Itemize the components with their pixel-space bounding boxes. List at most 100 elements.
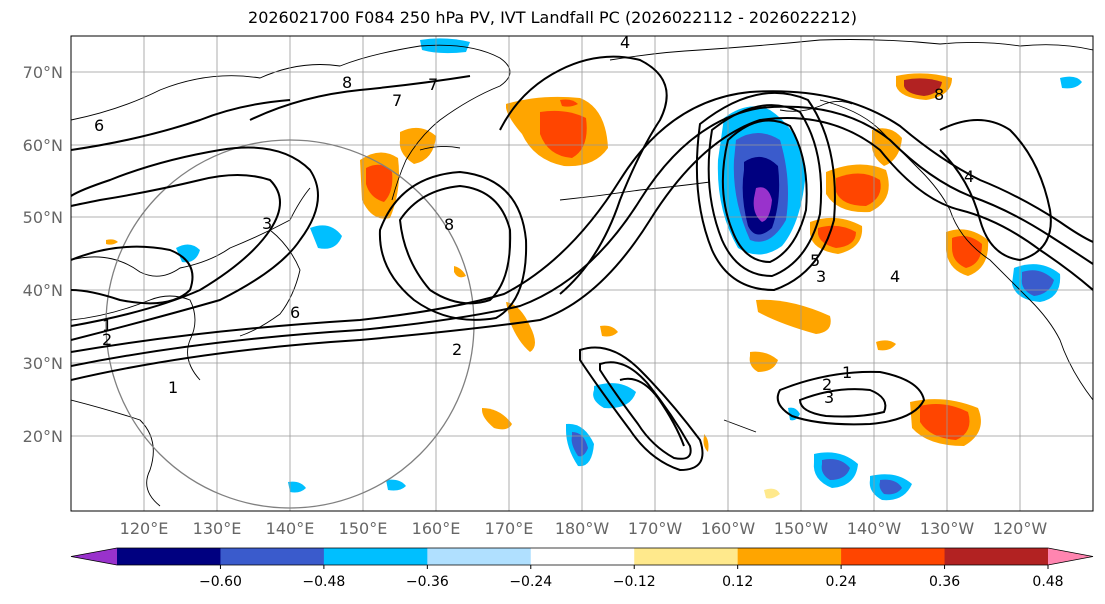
pos-anom-10 (818, 225, 856, 248)
neg-anom-10 (593, 383, 636, 409)
lon-label: 140°E (266, 519, 315, 538)
lon-label: 120°E (120, 519, 169, 538)
contour-label: 8 (342, 73, 352, 92)
contour-label: 3 (824, 388, 834, 407)
contour-label: 3 (816, 267, 826, 286)
colorbar-tick-label: −0.48 (302, 574, 345, 590)
pv-contours (71, 55, 1093, 472)
pos-anom-14 (904, 78, 942, 96)
contour-label: 3 (262, 214, 272, 233)
neg-anom-20 (1060, 76, 1082, 89)
colorbar-extend-low (71, 548, 117, 565)
colorbar-tick-label: 0.36 (929, 574, 960, 590)
coastlines (71, 39, 1093, 507)
neg-anom-16 (879, 479, 902, 495)
neg-anom-12 (571, 432, 588, 457)
radius-circle (105, 139, 475, 509)
pos-anom-21 (876, 340, 896, 351)
lat-label: 60°N (23, 136, 63, 155)
contour-label: 2 (822, 375, 832, 394)
pos-anom-26 (106, 239, 118, 245)
colorbar-outline (70, 547, 1094, 566)
contour-label: 1 (102, 316, 112, 335)
colorbar-segment (323, 548, 428, 565)
map-frame (70, 35, 1094, 512)
colorbar-segment (427, 548, 532, 565)
lon-label: 170°E (485, 519, 534, 538)
contour-label: 7 (428, 75, 438, 94)
lat-label: 70°N (23, 63, 63, 82)
anomaly-shading (106, 38, 1082, 501)
lon-label: 140°W (847, 519, 902, 538)
neg-anom-1 (420, 38, 470, 54)
contour-labels: 1 2 3 4 5 6 7 8 1 2 3 4 1 2 3 4 8 6 8 7 (94, 33, 974, 407)
lon-label: 120°W (993, 519, 1048, 538)
contour-label: 6 (290, 303, 300, 322)
lat-label: 30°N (23, 354, 63, 373)
lon-label: 180°W (555, 519, 610, 538)
colorbar-segment (220, 548, 325, 565)
colorbar-tick-label: −0.24 (509, 574, 552, 590)
pos-anom-20 (482, 408, 512, 430)
longitude-labels: 120°E 130°E 140°E 150°E 160°E 170°E 180°… (120, 519, 1048, 538)
pos-anom-22 (600, 325, 618, 337)
contour-label: 4 (890, 267, 900, 286)
neg-anom-17 (288, 481, 306, 493)
neg-anom-3 (176, 244, 200, 263)
lon-label: 160°W (701, 519, 756, 538)
pos-anom-8 (871, 128, 902, 166)
lon-label: 160°E (412, 519, 461, 538)
colorbar-tick-label: 0.24 (826, 574, 857, 590)
pos-anom-12 (952, 236, 982, 268)
pos-anom-25 (454, 266, 466, 278)
contour-label: 1 (842, 363, 852, 382)
neg-anom-14 (821, 459, 850, 480)
pos-anom-24 (764, 488, 780, 499)
colorbar: −0.60 −0.48 −0.36 −0.24 −0.12 0.12 0.24 0.36 0.4… (70, 547, 1094, 590)
colorbar-tick-label: −0.60 (199, 574, 242, 590)
pos-anom-2 (366, 164, 393, 202)
pos-anom-19 (749, 351, 778, 372)
contour-label: 8 (444, 215, 454, 234)
plot-title: 2026021700 F084 250 hPa PV, IVT Landfall… (248, 8, 857, 27)
pos-anom-16 (920, 404, 970, 440)
lon-label: 150°W (774, 519, 829, 538)
contour-label: 8 (934, 85, 944, 104)
colorbar-tick-label: 0.48 (1032, 574, 1063, 590)
colorbar-tick-label: 0.12 (722, 574, 753, 590)
neg-anom-9 (1021, 270, 1054, 296)
lat-label: 40°N (23, 281, 63, 300)
colorbar-segment (841, 548, 946, 565)
colorbar-segment (530, 548, 635, 565)
colorbar-segment (634, 548, 739, 565)
contour-label: 4 (620, 33, 630, 52)
colorbar-extend-high (1048, 548, 1093, 565)
colorbar-segment (117, 548, 221, 565)
pos-anom-18 (506, 302, 535, 352)
lon-label: 170°W (628, 519, 683, 538)
neg-anom-2 (310, 225, 342, 249)
neg-anom-7 (753, 187, 772, 222)
colorbar-tick-label: −0.36 (406, 574, 449, 590)
pos-anom-5 (540, 110, 587, 158)
lon-label: 150°E (339, 519, 388, 538)
pos-anom-17 (756, 299, 831, 334)
contour-label: 5 (810, 251, 820, 270)
colorbar-tick-label: −0.12 (613, 574, 656, 590)
pos-anom-3 (399, 127, 436, 164)
contour-label: 2 (452, 340, 462, 359)
neg-anom-18 (386, 479, 406, 491)
contour-label: 2 (102, 330, 112, 349)
lon-label: 130°W (920, 519, 975, 538)
latitude-labels: 70°N 60°N 50°N 40°N 30°N 20°N (23, 63, 63, 446)
lat-label: 20°N (23, 427, 63, 446)
lon-label: 130°E (193, 519, 242, 538)
pos-anom-23 (703, 434, 709, 452)
pos-anom-27 (560, 99, 578, 107)
contour-label: 4 (964, 167, 974, 186)
contour-label: 7 (392, 91, 402, 110)
lat-label: 50°N (23, 208, 63, 227)
colorbar-segment (944, 548, 1049, 565)
colorbar-segment (737, 548, 842, 565)
